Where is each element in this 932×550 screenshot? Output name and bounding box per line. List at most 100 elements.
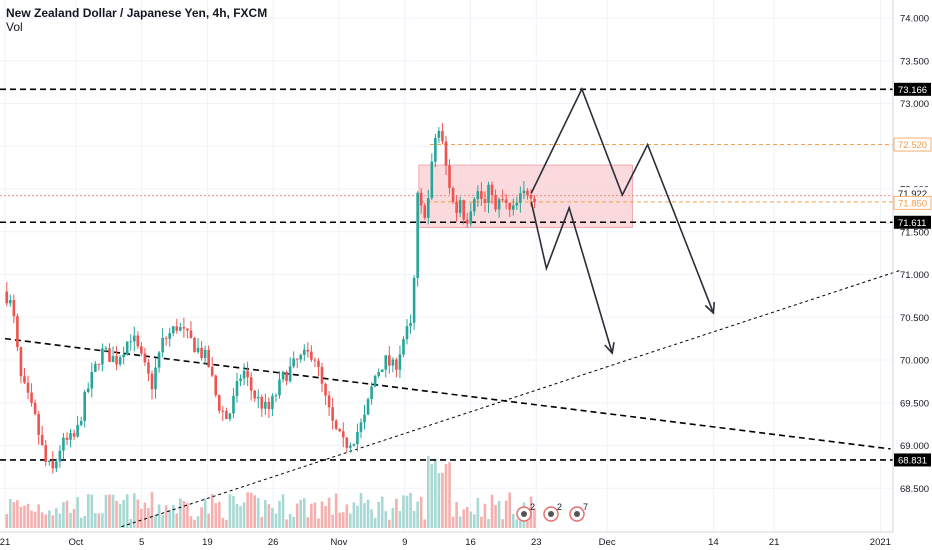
candle-body [455, 202, 458, 213]
candle-body [409, 322, 412, 327]
event-marker-dot [548, 511, 554, 517]
candle-body [444, 141, 448, 166]
volume-bar [409, 492, 412, 528]
time-axis[interactable]: 21 Oct 5 19 26 Nov 9 16 23 Dec 14 21 2021 [0, 531, 893, 548]
candle-body [62, 437, 65, 451]
volume-bar [370, 509, 373, 528]
symbol-title[interactable]: New Zealand Dollar / Japanese Yen, 4h, F… [6, 6, 268, 20]
candle-body [377, 372, 380, 376]
candle-body [359, 422, 363, 432]
candle-body [221, 410, 225, 412]
candle-body [533, 198, 536, 202]
volume-bar [203, 498, 207, 528]
volume-bar [72, 509, 76, 528]
candle-body [483, 198, 487, 203]
volume-bar [207, 513, 210, 528]
candle-body [40, 434, 44, 446]
volume-bar [79, 517, 83, 528]
candle-body [12, 300, 16, 317]
candle-body [55, 461, 58, 469]
volume-bar [451, 516, 455, 528]
candle-body [90, 371, 94, 389]
candle-body [501, 199, 504, 201]
candle-body [349, 445, 352, 448]
candle-body [196, 347, 200, 352]
event-marker-dot [574, 511, 580, 517]
volume-bar [511, 513, 515, 528]
candle-body [473, 199, 476, 212]
candle-body [249, 377, 253, 391]
event-marker-count: 2 [557, 502, 562, 512]
candle-body [271, 395, 274, 410]
volume-bar [12, 502, 16, 528]
volume-bar [504, 500, 508, 528]
volume-bar [285, 519, 288, 528]
candle-body [465, 219, 469, 224]
candle-body [458, 200, 462, 213]
candle-body [214, 375, 218, 396]
projection-path [530, 201, 613, 354]
candle-body [395, 359, 398, 370]
volume-bar [221, 517, 225, 528]
candle-body [504, 199, 508, 203]
candle-body [334, 420, 338, 429]
volume-bar [129, 518, 133, 528]
price-tick-label: 71.000 [900, 270, 929, 281]
candle-body [341, 431, 345, 438]
volume-bar [44, 514, 48, 528]
candle-body [161, 337, 164, 353]
volume-bar [51, 515, 55, 528]
time-tick-label: Nov [331, 537, 348, 548]
event-marker-count: 7 [583, 502, 588, 512]
event-markers[interactable]: 2 2 7 [516, 502, 588, 522]
volume-bar [533, 508, 536, 528]
time-tick-label: 14 [708, 537, 719, 548]
volume-bar [497, 500, 501, 528]
volume-bar [97, 513, 101, 528]
candle-body [101, 348, 104, 365]
candle-body [104, 348, 108, 350]
volume-bar [448, 462, 451, 528]
volume-bar [278, 500, 281, 528]
price-tick-label: 69.000 [900, 441, 929, 452]
volume-bar [175, 513, 179, 528]
candle-body [437, 131, 441, 138]
volume-bar [214, 503, 218, 528]
consolidation-zone [418, 164, 633, 228]
candle-body [292, 358, 295, 367]
time-tick-label: Dec [599, 537, 616, 548]
volume-bar [235, 503, 239, 528]
candle-body [239, 378, 242, 382]
candle-body [164, 337, 168, 339]
volume-bar [260, 517, 264, 528]
volume-bar [349, 513, 352, 528]
candle-body [320, 366, 324, 384]
volume-bar [132, 493, 136, 528]
price-tag: 68.831 [894, 453, 931, 467]
volume-bar [210, 494, 214, 528]
volume-bar [9, 498, 12, 528]
candle-body [306, 349, 310, 352]
volume-bar [150, 492, 154, 528]
volume-bar [171, 504, 175, 528]
volume-bar [271, 507, 274, 528]
volume-bar [200, 507, 203, 528]
candle-body [480, 191, 483, 199]
volume-bar [426, 456, 430, 528]
volume-bar [356, 505, 359, 528]
price-tag-label: 73.166 [898, 85, 927, 96]
candle-body [179, 327, 182, 331]
candlesticks [5, 123, 536, 474]
candle-body [235, 381, 239, 396]
price-tick-label: 71.500 [900, 227, 929, 238]
volume-bar [295, 503, 299, 528]
volume-bar [47, 510, 51, 528]
volume-bar [405, 495, 409, 528]
volume-bar [363, 503, 366, 528]
candle-body [434, 137, 437, 162]
volume-bar [193, 519, 196, 528]
volume-bar [398, 511, 402, 528]
event-marker: 2 [516, 502, 535, 522]
volume-bar [416, 501, 419, 528]
